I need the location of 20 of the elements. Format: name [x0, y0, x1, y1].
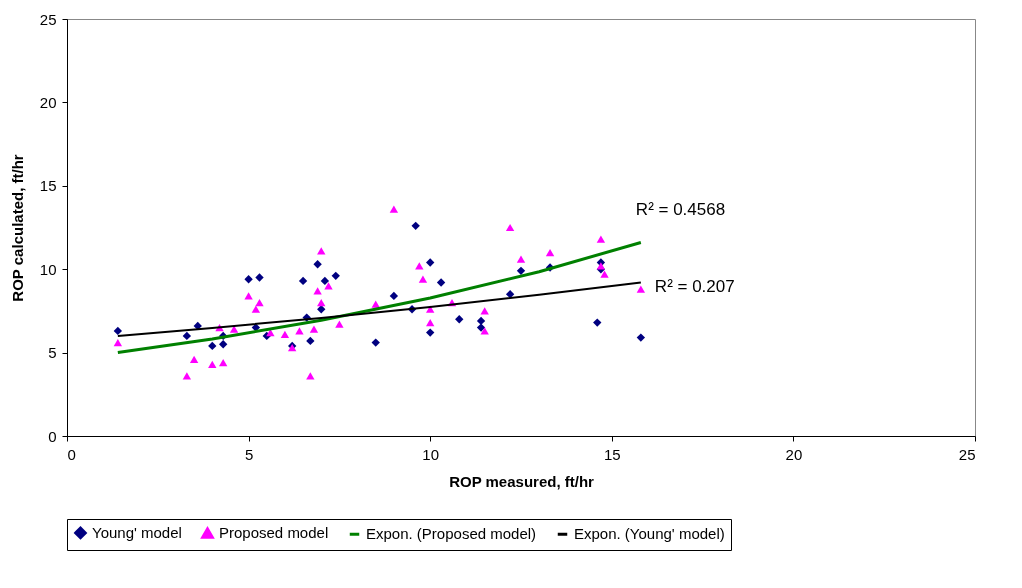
y-axis-title: ROP calculated, ft/hr [8, 154, 26, 302]
legend-label: Proposed model [219, 524, 329, 542]
x-axis-title: ROP measured, ft/hr [449, 472, 595, 490]
y-tick-label: 25 [39, 10, 57, 28]
y-tick-label: 0 [48, 427, 57, 445]
legend-label: Young' model [92, 523, 182, 541]
annotation: R² = 0.207 [654, 276, 735, 296]
y-tick-label: 15 [39, 177, 57, 195]
x-tick-label: 15 [603, 445, 621, 463]
x-tick-label: 0 [67, 445, 76, 463]
legend-label: Expon. (Proposed model) [366, 525, 537, 543]
x-tick-label: 10 [422, 445, 440, 463]
y-tick-label: 10 [39, 260, 57, 278]
x-tick-label: 25 [958, 445, 976, 463]
x-tick-label: 5 [244, 445, 254, 463]
annotation: R² = 0.4568 [635, 199, 726, 219]
legend-label: Expon. (Young' model) [574, 525, 725, 543]
x-tick-label: 20 [785, 445, 803, 463]
y-tick-label: 20 [39, 93, 57, 111]
y-tick-label: 5 [48, 344, 57, 362]
